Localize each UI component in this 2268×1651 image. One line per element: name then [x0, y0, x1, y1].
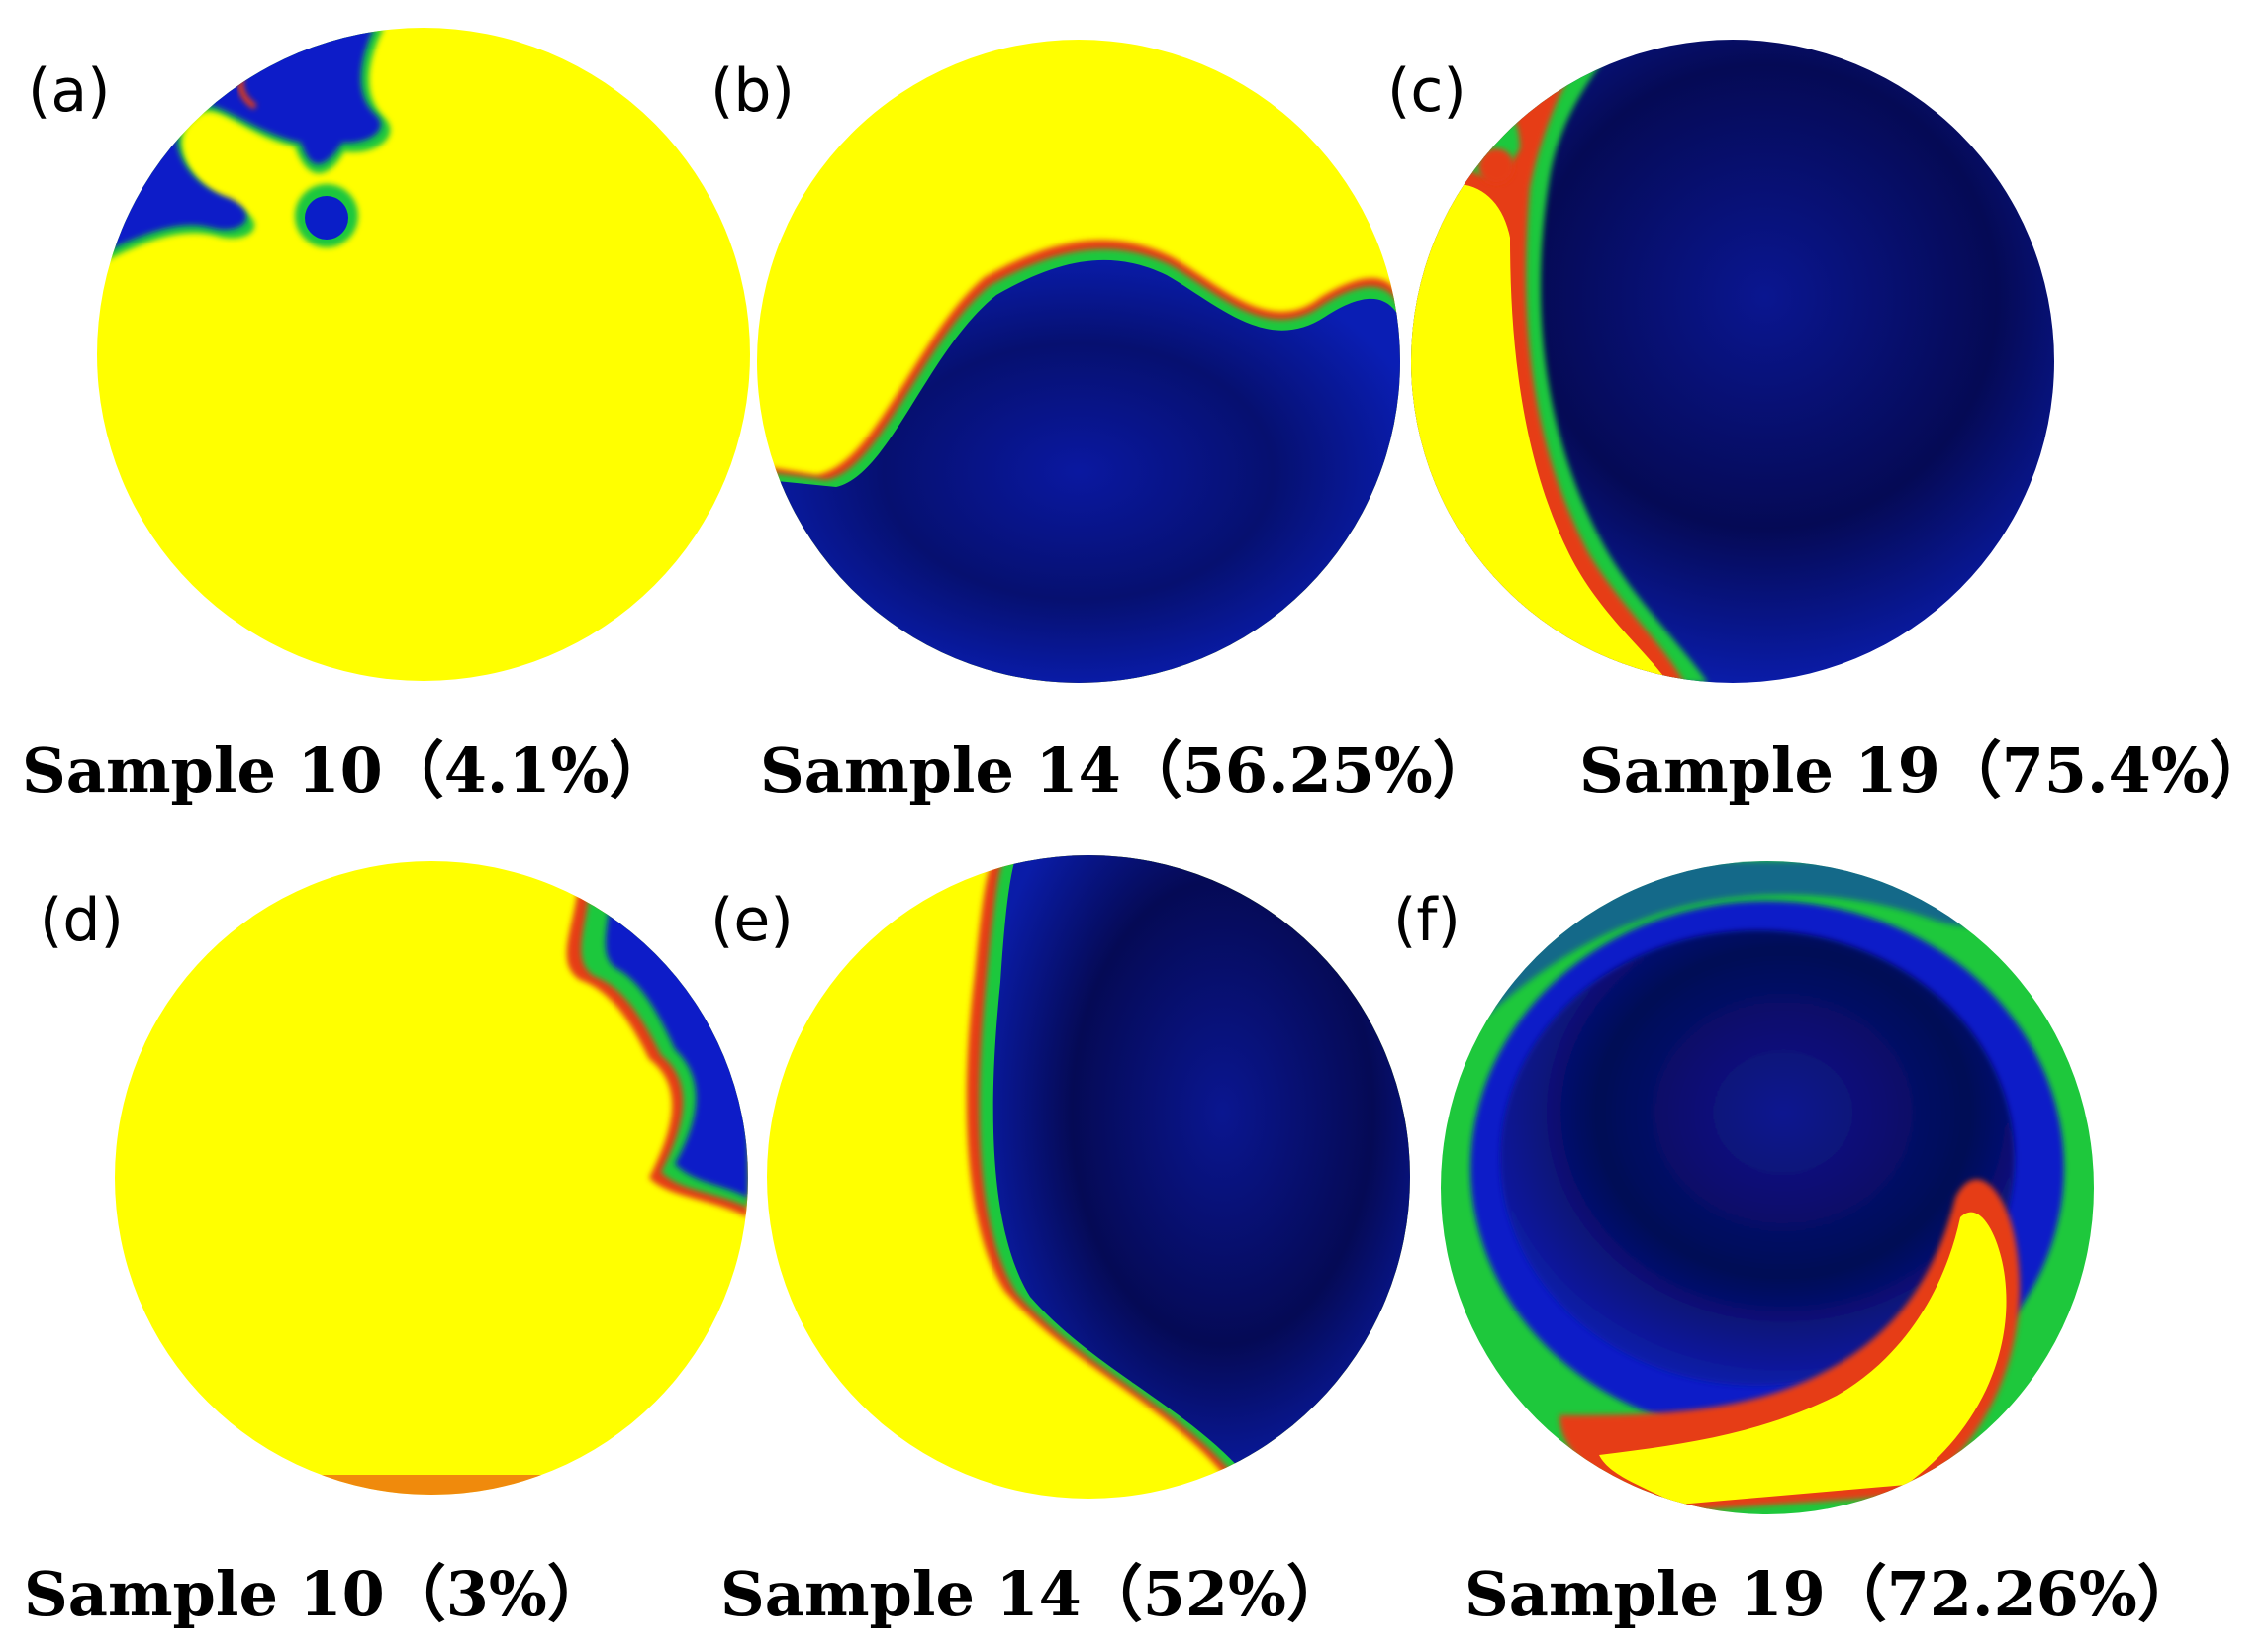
- sample-10-bottom-disk: [115, 861, 748, 1495]
- panel-label-a: (a): [28, 56, 111, 126]
- panel-label-c: (c): [1387, 56, 1466, 126]
- caption-f: Sample 19（72.26%）: [1465, 1558, 2199, 1630]
- sample-14-top-disk: [757, 40, 1400, 683]
- sample-19-top-disk: [1411, 40, 2054, 683]
- caption-d: Sample 10（3%）: [24, 1558, 609, 1630]
- caption-b: Sample 14（56.25%）: [760, 734, 1494, 807]
- panel-label-f: (f): [1393, 886, 1461, 955]
- panel-label-b: (b): [710, 56, 795, 126]
- caption-e: Sample 14（52%）: [720, 1558, 1348, 1630]
- panel-label-e: (e): [710, 886, 794, 955]
- caption-a: Sample 10（4.1%）: [22, 734, 671, 807]
- sample-19-bottom-disk: [1441, 861, 2094, 1514]
- panel-label-d: (d): [40, 886, 124, 955]
- sample-10-top-disk: [97, 28, 750, 681]
- caption-c: Sample 19（75.4%）: [1579, 734, 2268, 807]
- sample-14-bottom-disk: [767, 855, 1410, 1499]
